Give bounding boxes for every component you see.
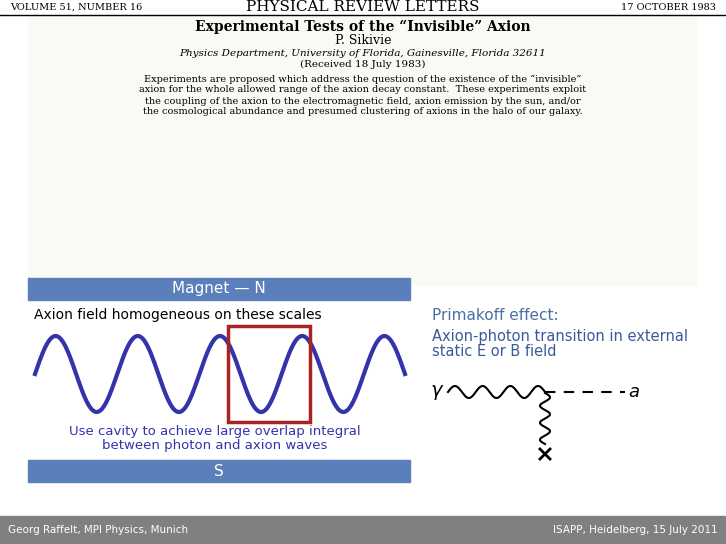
Text: the coupling of the axion to the electromagnetic field, axion emission by the su: the coupling of the axion to the electro… [145,96,581,106]
Text: (Received 18 July 1983): (Received 18 July 1983) [301,59,425,69]
Text: Use cavity to achieve large overlap integral: Use cavity to achieve large overlap inte… [69,425,361,438]
Text: P. Sikivie: P. Sikivie [335,34,391,47]
Text: Axion-photon transition in external: Axion-photon transition in external [432,330,688,344]
Text: static E or B field: static E or B field [432,343,557,358]
Text: Experiments are proposed which address the question of the existence of the “inv: Experiments are proposed which address t… [144,75,582,84]
Text: the cosmological abundance and presumed clustering of axions in the halo of our : the cosmological abundance and presumed … [143,108,583,116]
Bar [28,278,410,300]
Text: PHYSICAL REVIEW LETTERS: PHYSICAL REVIEW LETTERS [246,0,480,14]
Text: 17 OCTOBER 1983: 17 OCTOBER 1983 [621,3,716,11]
Text: Georg Raffelt, MPI Physics, Munich: Georg Raffelt, MPI Physics, Munich [8,525,188,535]
Text: S: S [214,463,224,479]
Text: Physics Department, University of Florida, Gainesville, Florida 32611: Physics Department, University of Florid… [179,48,547,58]
Text: $\gamma$: $\gamma$ [430,382,444,401]
Text: VOLUME 51, NUMBER 16: VOLUME 51, NUMBER 16 [10,3,142,11]
Text: Experimental Tests of the “Invisible” Axion: Experimental Tests of the “Invisible” Ax… [195,20,531,34]
Text: Primakoff effect:: Primakoff effect: [432,308,558,324]
Text: Magnet — N: Magnet — N [172,281,266,296]
Text: ISAPP, Heidelberg, 15 July 2011: ISAPP, Heidelberg, 15 July 2011 [553,525,718,535]
Text: between photon and axion waves: between photon and axion waves [102,440,327,453]
Bar [28,16,698,286]
Text: $a$: $a$ [628,383,640,401]
Text: Axion field homogeneous on these scales: Axion field homogeneous on these scales [34,308,322,322]
Bar [28,460,410,482]
Bar [0,516,726,544]
Text: axion for the whole allowed range of the axion decay constant.  These experiment: axion for the whole allowed range of the… [139,85,587,95]
Bar [228,326,310,422]
